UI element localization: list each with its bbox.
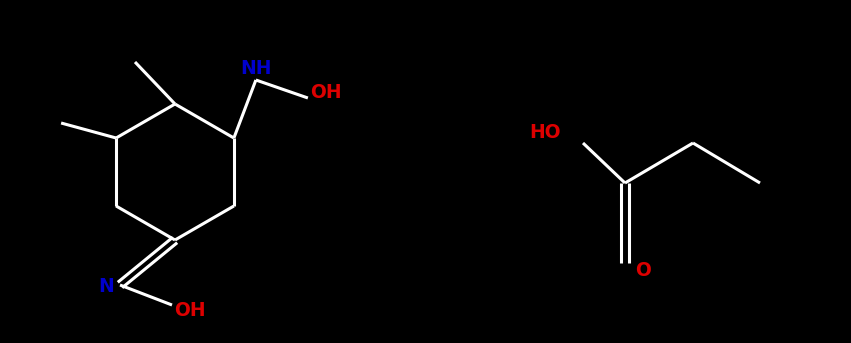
Text: O: O bbox=[635, 261, 651, 281]
Text: HO: HO bbox=[529, 123, 561, 142]
Text: OH: OH bbox=[310, 83, 341, 103]
Text: N: N bbox=[98, 277, 114, 296]
Text: OH: OH bbox=[174, 300, 206, 319]
Text: NH: NH bbox=[240, 59, 271, 78]
